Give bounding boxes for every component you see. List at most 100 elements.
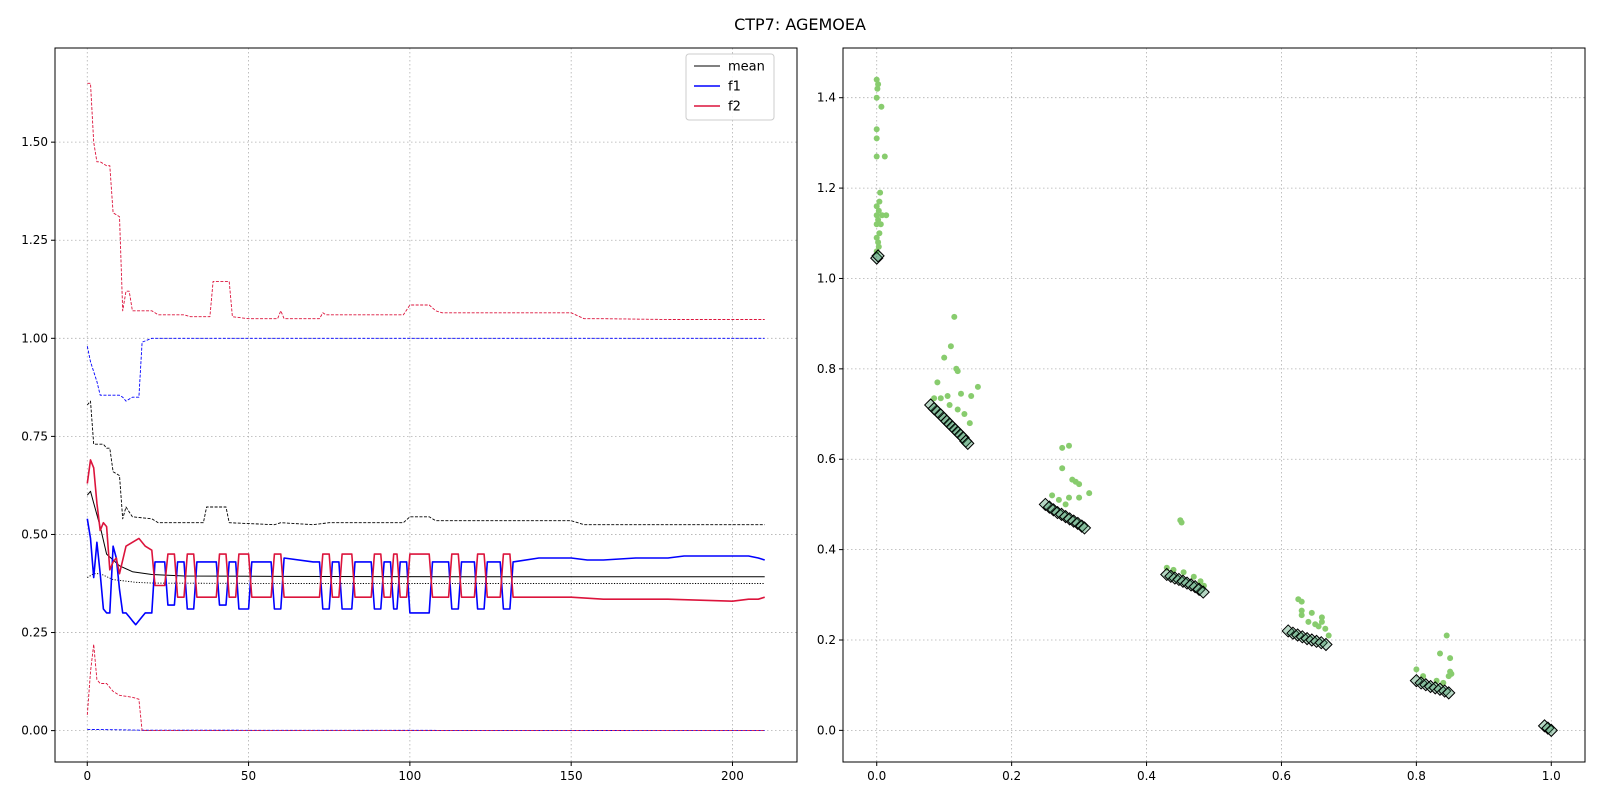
population-point — [874, 85, 881, 92]
population-point — [951, 313, 958, 320]
front-point — [1319, 637, 1333, 652]
population-point — [1437, 650, 1443, 657]
population-point — [1318, 618, 1325, 625]
scatter-chart-points — [870, 76, 1558, 738]
scatter-ytick-label: 0.0 — [817, 723, 836, 737]
population-point — [878, 103, 885, 110]
population-point — [1308, 609, 1315, 616]
population-point — [958, 390, 964, 397]
line-xtick-label: 50 — [241, 769, 256, 783]
front-point — [1409, 673, 1424, 688]
population-point — [1298, 598, 1305, 605]
front-point — [1071, 516, 1085, 531]
population-point — [875, 81, 882, 88]
population-point — [954, 406, 961, 413]
legend-box — [685, 53, 775, 121]
scatter-xtick-label: 1.0 — [1542, 769, 1561, 783]
population-point — [1076, 494, 1083, 501]
scatter-xtick-label: 0.4 — [1137, 769, 1156, 783]
population-point — [944, 393, 951, 399]
scatter-xtick-label: 0.2 — [1002, 769, 1021, 783]
population-point — [875, 216, 882, 223]
population-point — [946, 402, 953, 408]
series-f1-max-line — [86, 337, 765, 402]
line-xtick-label: 100 — [398, 769, 421, 783]
population-point — [1190, 573, 1197, 580]
line-chart-axes: 0 50 100 150 200 0.00 0.25 0.50 0.75 1.00 1.25 1.50… — [21, 47, 798, 783]
front-point — [1077, 521, 1092, 535]
scatter-xtick-label: 0.0 — [867, 769, 886, 783]
scatter-xtick-label: 0.6 — [1272, 769, 1291, 783]
population-point — [1178, 519, 1185, 526]
line-ytick-label: 0.25 — [21, 626, 48, 640]
legend-label-f1: f1 — [728, 80, 741, 95]
line-chart-grid — [55, 48, 797, 762]
scatter-chart-axes: 0.0 0.2 0.4 0.6 0.8 1.0 0.0 0.2 0.4 0.6 0.8 1.0 1.2 1… — [817, 47, 1586, 783]
population-point — [1049, 492, 1056, 499]
scatter-xtick-label: 0.8 — [1407, 769, 1426, 783]
front-point — [871, 249, 885, 263]
population-point — [1448, 670, 1455, 677]
population-point — [1443, 632, 1450, 639]
line-chart-ticks: 0 50 100 150 200 0.00 0.25 0.50 0.75 1.00 1.25 1.50 — [21, 135, 744, 783]
line-ytick-label: 1.50 — [21, 135, 48, 149]
population-point — [931, 395, 938, 402]
series-f1-line — [86, 518, 765, 626]
population-point — [875, 243, 882, 250]
line-xtick-label: 200 — [721, 769, 744, 783]
front-point — [1038, 497, 1053, 512]
population-point — [941, 354, 948, 361]
series-mean-max-line — [86, 400, 765, 526]
figure-title: CTP7: AGEMOEA — [734, 15, 866, 34]
population-point — [937, 395, 944, 402]
series-mean-min-line — [87, 573, 765, 584]
population-point — [1076, 481, 1083, 488]
scatter-ytick-label: 0.6 — [817, 452, 836, 466]
population-point — [1298, 612, 1305, 619]
population-point — [1066, 494, 1072, 501]
population-point — [974, 383, 981, 390]
series-mean-line — [86, 490, 765, 578]
population-point — [961, 411, 968, 417]
population-point — [966, 420, 973, 427]
population-point — [876, 198, 883, 205]
line-chart-series — [86, 82, 765, 732]
front-point — [1188, 579, 1202, 594]
line-xtick-label: 150 — [560, 769, 583, 783]
line-chart-legend: mean f1 f2 — [685, 53, 775, 121]
scatter-ytick-label: 0.8 — [817, 362, 836, 376]
population-point — [1062, 501, 1069, 508]
line-chart-frame — [54, 47, 798, 763]
line-xtick-label: 0 — [83, 769, 91, 783]
line-ytick-label: 1.25 — [21, 233, 48, 247]
front-point — [1281, 624, 1295, 638]
population-point — [879, 212, 886, 219]
population-point — [875, 239, 882, 246]
population-point — [1298, 607, 1305, 614]
legend-label-mean: mean — [728, 60, 765, 75]
population-point — [1059, 465, 1066, 472]
population-point — [877, 189, 884, 196]
line-ytick-label: 1.00 — [21, 331, 48, 345]
population-point — [881, 153, 888, 160]
population-point — [873, 203, 880, 210]
population-point — [1322, 625, 1329, 632]
population-point — [1059, 444, 1066, 451]
population-point — [1086, 490, 1093, 497]
population-point — [1318, 614, 1325, 621]
population-point — [873, 94, 880, 101]
front-point — [1042, 500, 1057, 514]
population-point — [1413, 666, 1420, 673]
scatter-chart-grid — [843, 48, 1585, 762]
series-f2-min-line — [86, 643, 765, 732]
population-point — [873, 212, 880, 219]
legend-label-f2: f2 — [728, 100, 741, 115]
front-point — [1075, 519, 1089, 533]
population-point — [1325, 632, 1332, 639]
series-f1-min-line — [87, 728, 765, 732]
population-point — [873, 76, 880, 83]
scatter-ytick-label: 0.2 — [817, 633, 836, 647]
population-point — [873, 126, 880, 133]
front-point — [1544, 723, 1558, 738]
